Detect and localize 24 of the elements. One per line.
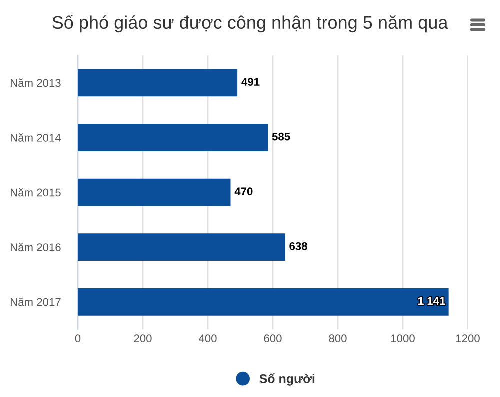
y-tick-label: Năm 2014 (10, 134, 62, 142)
data-label: 470 (234, 188, 253, 196)
x-tick-label: 600 (264, 334, 282, 343)
data-label: 491 (242, 78, 260, 86)
chart-title: Số phó giáo sư được công nhận trong 5 năm qua (52, 15, 448, 33)
x-tick-label: 1200 (456, 334, 480, 343)
data-label: 585 (272, 132, 290, 141)
bar (78, 234, 286, 262)
data-label: 1 141 (418, 297, 446, 305)
bar (78, 178, 231, 206)
y-tick-label: Năm 2013 (10, 78, 61, 88)
data-label: 638 (290, 242, 308, 250)
bar (78, 69, 238, 97)
y-tick-label: Năm 2015 (10, 188, 61, 197)
x-tick-label: 1000 (391, 334, 415, 343)
legend-label: Số người (260, 374, 315, 386)
x-tick-label: 0 (75, 334, 81, 343)
y-tick-label: Năm 2016 (10, 243, 61, 252)
x-tick-label: 800 (329, 334, 347, 343)
bar (78, 288, 449, 316)
x-tick-label: 400 (198, 334, 217, 343)
y-tick-label: Năm 2017 (10, 298, 61, 306)
bar (78, 124, 268, 152)
x-tick-label: 200 (134, 334, 152, 343)
